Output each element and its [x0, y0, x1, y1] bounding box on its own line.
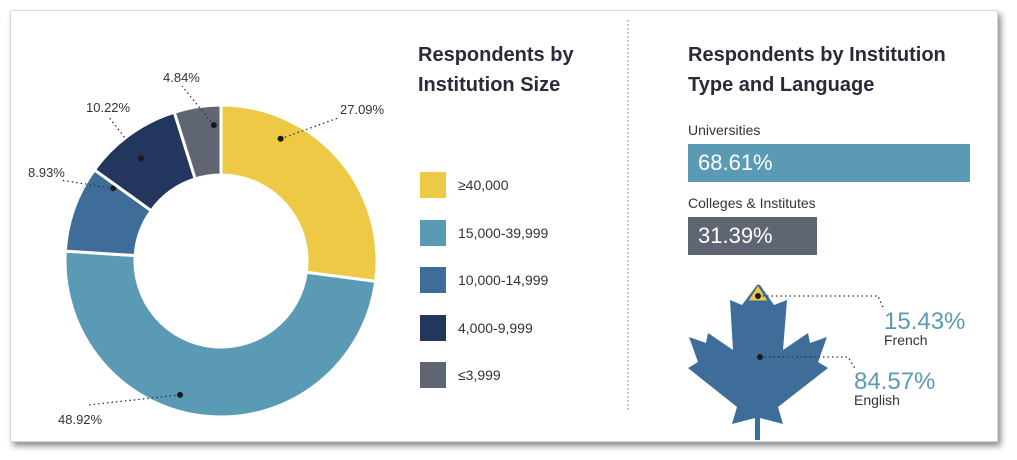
french-label: French [884, 332, 928, 348]
leader-line-15000-39999 [87, 394, 181, 406]
value-label-15000-39999: 48.92% [58, 412, 103, 427]
leader-dot-3999-less [210, 122, 217, 129]
leader-dot-10000-14999 [110, 185, 117, 192]
leader-dot-15000-39999 [177, 391, 184, 398]
legend-label: 10,000-14,999 [458, 272, 549, 288]
leader-dot-4000-9999 [137, 155, 144, 162]
french-leader-dot [755, 293, 761, 299]
universities-label: Universities [688, 122, 761, 138]
value-label-40000-plus: 27.09% [340, 102, 385, 117]
legend-item-4000-9999: 4,000-9,999 [420, 314, 533, 341]
slice-40000-plus [219, 103, 379, 284]
legend-item-15000-39999: 15,000-39,999 [420, 219, 549, 246]
value-label-10000-14999: 8.93% [28, 165, 65, 180]
section-divider [627, 20, 629, 410]
legend-swatch [420, 362, 446, 388]
slice-3999-less [172, 103, 223, 181]
legend-item-10000-14999: 10,000-14,999 [420, 267, 548, 293]
slice-15000-39999 [63, 249, 378, 419]
legend-item-40000-plus: ≥40,000 [420, 172, 509, 198]
legend-item-3999-less: ≤3,999 [420, 362, 501, 388]
colleges-label: Colleges & Institutes [688, 195, 816, 211]
donut-title: Respondents by Institution Size [418, 44, 574, 96]
legend-label: 15,000-39,999 [458, 224, 549, 241]
english-value: 84.57% [854, 368, 936, 395]
legend-label: ≥40,000 [458, 177, 509, 193]
maple-leaf-pictogram [688, 284, 885, 440]
legend-label: ≤3,999 [458, 367, 501, 383]
legend-swatch [420, 267, 446, 293]
english-label: English [854, 392, 900, 408]
type-language-title: Respondents by Institution Type and Lang… [688, 44, 946, 96]
value-label-4000-9999: 10.22% [86, 100, 131, 115]
universities-value: 68.61% [698, 150, 773, 175]
leader-dot-40000-plus [277, 135, 284, 142]
universities-bar: 68.61% [688, 144, 970, 182]
english-leader-dot [757, 354, 763, 360]
leader-line-40000-plus [280, 117, 339, 140]
colleges-bar: 31.39% [688, 217, 818, 255]
maple-leaf-english [688, 285, 828, 440]
legend-swatch [420, 172, 446, 198]
french-value: 15.43% [884, 308, 966, 335]
colleges-value: 31.39% [698, 223, 773, 248]
legend-swatch [420, 219, 446, 246]
donut-chart [59, 85, 379, 419]
value-label-3999-less: 4.84% [163, 70, 200, 85]
legend-label: 4,000-9,999 [458, 319, 533, 336]
legend-swatch [420, 314, 446, 341]
